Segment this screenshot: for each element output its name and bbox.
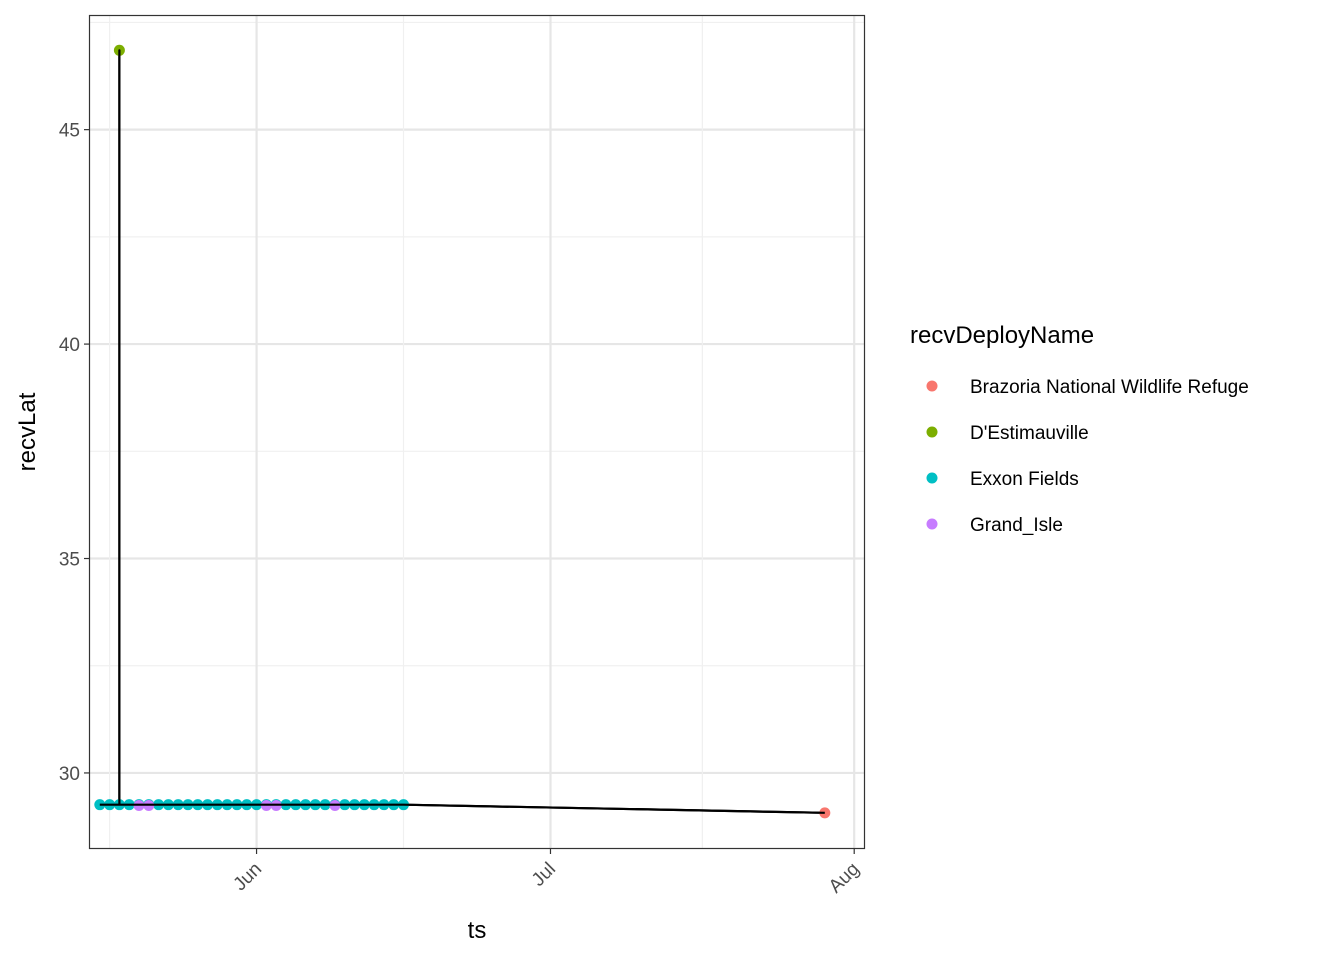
legend: recvDeployName Brazoria National Wildlif… [910,322,1249,536]
point-exxon-fields [94,799,106,811]
x-tick-label: Aug [825,859,864,898]
legend-title: recvDeployName [910,322,1094,349]
track-layer [99,49,825,814]
track-line [99,49,825,814]
legend-key [926,472,938,484]
points-layer [94,44,831,819]
legend-key [926,518,938,530]
x-tick-label: Jun [230,859,267,896]
y-tick-label: 35 [59,550,80,571]
legend-label: D'Estimauville [970,423,1089,444]
y-tick-label: 45 [59,121,80,142]
y-tick-label: 40 [59,335,80,356]
legend-label: Brazoria National Wildlife Refuge [970,377,1249,398]
point-brazoria-national-wildlife-refuge [819,807,831,819]
grid-layer [90,16,864,848]
legend-label: Exxon Fields [970,469,1079,490]
legend-label: Grand_Isle [970,515,1063,536]
legend-key [926,380,938,392]
track-line-overlay [99,49,825,814]
legend-key [926,426,938,438]
y-axis-title: recvLat [14,392,41,471]
plot-panel-border [88,14,866,850]
x-tick-label: Jul [528,859,560,891]
y-tick-label: 30 [59,764,80,785]
x-axis-title: ts [468,917,487,944]
